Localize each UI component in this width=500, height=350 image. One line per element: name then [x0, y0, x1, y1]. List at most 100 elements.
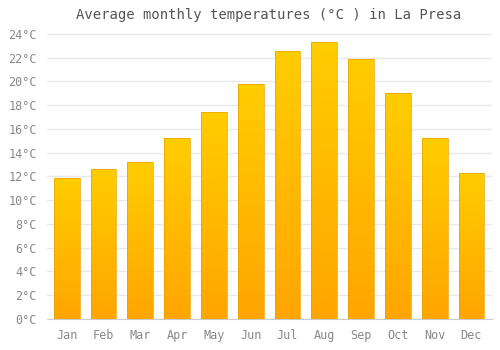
Bar	[201, 275, 227, 278]
Bar	[201, 199, 227, 201]
Bar	[238, 225, 264, 227]
Bar	[90, 271, 117, 273]
Bar	[274, 177, 300, 180]
Bar	[164, 259, 190, 261]
Bar	[201, 125, 227, 127]
Bar	[201, 226, 227, 228]
Bar	[385, 195, 410, 197]
Bar	[274, 104, 300, 107]
Bar	[54, 253, 80, 254]
Bar	[201, 114, 227, 117]
Bar	[238, 86, 264, 89]
Bar	[385, 166, 410, 168]
Bar	[385, 175, 410, 177]
Bar	[348, 113, 374, 116]
Bar	[164, 272, 190, 274]
Bar	[274, 262, 300, 265]
Bar	[385, 249, 410, 251]
Bar	[238, 103, 264, 105]
Bar	[201, 273, 227, 275]
Bar	[90, 294, 117, 295]
Bar	[164, 175, 190, 176]
Bar	[54, 289, 80, 291]
Bar	[385, 217, 410, 220]
Bar	[422, 250, 448, 252]
Bar	[128, 299, 153, 300]
Bar	[201, 156, 227, 158]
Bar	[164, 196, 190, 198]
Bar	[312, 219, 337, 222]
Bar	[54, 295, 80, 296]
Bar	[54, 305, 80, 306]
Bar	[385, 202, 410, 204]
Bar	[348, 108, 374, 111]
Bar	[128, 195, 153, 197]
Bar	[274, 67, 300, 69]
Bar	[422, 156, 448, 158]
Bar	[164, 205, 190, 207]
Bar	[54, 224, 80, 226]
Bar	[274, 56, 300, 59]
Bar	[458, 262, 484, 264]
Bar	[274, 102, 300, 104]
Bar	[422, 176, 448, 178]
Bar	[312, 95, 337, 98]
Bar	[458, 223, 484, 224]
Bar	[54, 240, 80, 241]
Bar	[422, 304, 448, 306]
Bar	[128, 252, 153, 253]
Bar	[164, 312, 190, 314]
Bar	[385, 127, 410, 130]
Bar	[238, 117, 264, 119]
Bar	[348, 59, 374, 62]
Bar	[128, 209, 153, 211]
Bar	[385, 231, 410, 233]
Bar	[274, 110, 300, 112]
Bar	[90, 222, 117, 223]
Bar	[348, 127, 374, 129]
Bar	[128, 276, 153, 278]
Bar	[348, 233, 374, 236]
Bar	[385, 269, 410, 272]
Bar	[348, 311, 374, 314]
Bar	[238, 312, 264, 314]
Bar	[90, 270, 117, 271]
Bar	[312, 302, 337, 305]
Bar	[274, 249, 300, 252]
Bar	[385, 283, 410, 285]
Bar	[238, 110, 264, 112]
Bar	[274, 257, 300, 260]
Bar	[201, 232, 227, 234]
Bar	[458, 304, 484, 306]
Bar	[312, 286, 337, 288]
Bar	[54, 264, 80, 265]
Bar	[312, 244, 337, 247]
Bar	[385, 265, 410, 267]
Bar	[458, 229, 484, 230]
Bar	[164, 308, 190, 310]
Bar	[238, 237, 264, 239]
Bar	[164, 195, 190, 196]
Bar	[54, 211, 80, 213]
Bar	[90, 246, 117, 247]
Bar	[164, 252, 190, 254]
Bar	[274, 289, 300, 292]
Bar	[385, 306, 410, 308]
Bar	[458, 285, 484, 287]
Bar	[422, 281, 448, 283]
Bar	[201, 307, 227, 309]
Bar	[54, 215, 80, 216]
Bar	[201, 205, 227, 208]
Bar	[128, 186, 153, 187]
Bar	[201, 222, 227, 224]
Bar	[201, 133, 227, 135]
Bar	[238, 286, 264, 288]
Bar	[312, 192, 337, 195]
Bar	[422, 241, 448, 243]
Bar	[458, 265, 484, 266]
Bar	[164, 270, 190, 272]
Bar	[54, 254, 80, 256]
Bar	[274, 153, 300, 155]
Bar	[238, 93, 264, 96]
Bar	[238, 218, 264, 220]
